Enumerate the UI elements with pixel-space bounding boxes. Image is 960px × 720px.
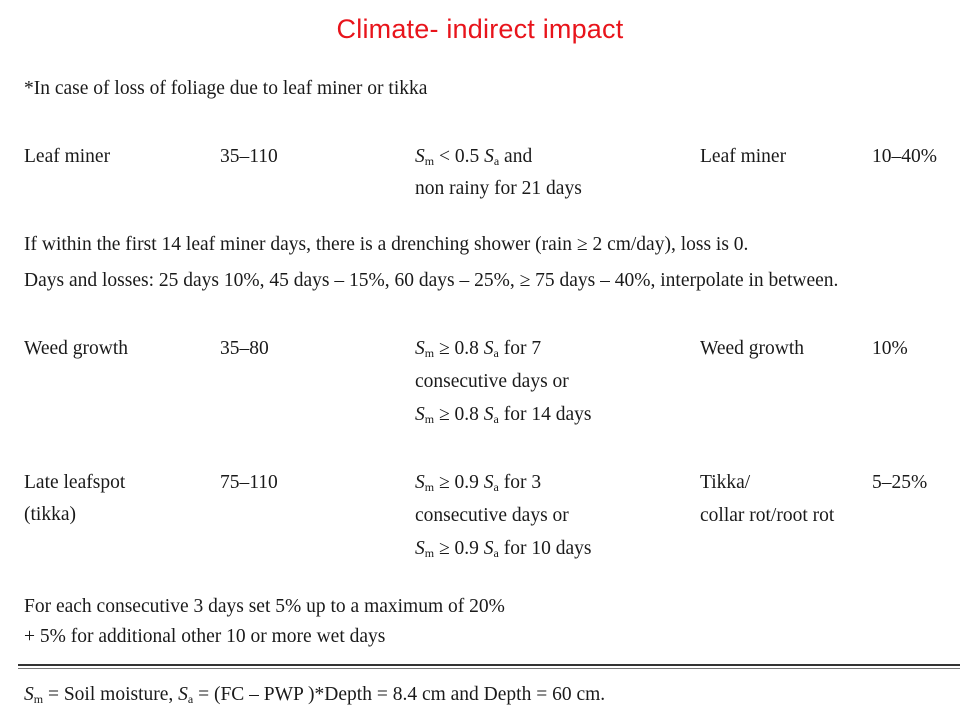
leafminer-note-2: Days and losses: 25 days 10%, 45 days – … <box>24 270 839 291</box>
row-condition-line: consecutive days or <box>415 371 569 392</box>
row-days: 75–110 <box>220 472 278 493</box>
row-condition-line: Sm ≥ 0.8 Sa for 7 <box>415 338 542 360</box>
leafminer-note-1: If within the first 14 leaf miner days, … <box>24 234 749 255</box>
tikka-note-1: For each consecutive 3 days set 5% up to… <box>24 596 505 617</box>
divider <box>18 664 960 666</box>
row-condition-line: Sm ≥ 0.9 Sa for 3 <box>415 472 542 494</box>
row-name: (tikka) <box>24 504 76 525</box>
row-effect: Leaf miner <box>700 146 787 167</box>
row-condition-line: Sm ≥ 0.8 Sa for 14 days <box>415 404 592 426</box>
row-effect: collar rot/root rot <box>700 505 835 526</box>
row-days: 35–80 <box>220 338 269 359</box>
row-days: 35–110 <box>220 146 278 167</box>
row-loss: 10–40% <box>872 146 937 167</box>
divider <box>18 668 960 669</box>
row-name: Leaf miner <box>24 146 111 167</box>
row-loss: 5–25% <box>872 472 928 493</box>
row-loss: 10% <box>872 338 908 359</box>
footnote: Sm = Soil moisture, Sa = (FC – PWP )*Dep… <box>24 684 606 706</box>
row-condition-line: Sm < 0.5 Sa and <box>415 146 533 168</box>
row-name: Weed growth <box>24 338 129 359</box>
row-name: Late leafspot <box>24 472 126 493</box>
tikka-note-2: + 5% for additional other 10 or more wet… <box>24 626 386 647</box>
row-effect: Tikka/ <box>700 472 751 493</box>
row-condition-line: Sm ≥ 0.9 Sa for 10 days <box>415 538 592 560</box>
row-condition-line: non rainy for 21 days <box>415 178 582 199</box>
intro-note: *In case of loss of foliage due to leaf … <box>24 78 428 99</box>
row-condition-line: consecutive days or <box>415 505 569 526</box>
scanned-table: *In case of loss of foliage due to leaf … <box>0 60 960 720</box>
row-effect: Weed growth <box>700 338 805 359</box>
slide-title: Climate- indirect impact <box>336 14 624 44</box>
